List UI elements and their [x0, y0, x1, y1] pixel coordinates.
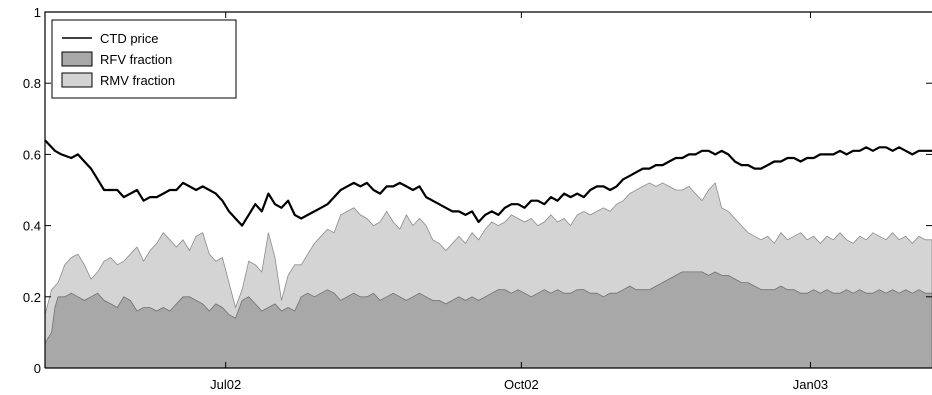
ctd-price-line	[44, 139, 932, 227]
y-axis: 0 0.2 0.4 0.6 0.8 1	[23, 5, 932, 376]
legend-label-rfv-fraction: RFV fraction	[100, 52, 172, 67]
y-tick-label: 0	[34, 361, 41, 376]
y-tick-label: 0.4	[23, 219, 41, 234]
legend-swatch-rmv-fraction	[61, 72, 93, 88]
x-tick-label: Oct02	[504, 377, 539, 392]
plot-area	[44, 11, 932, 369]
legend-label-ctd-price: CTD price	[100, 31, 159, 46]
y-tick-label: 0.8	[23, 76, 41, 91]
y-tick-label: 0.2	[23, 290, 41, 305]
rfv-fraction-area	[44, 271, 932, 369]
x-axis: Jul02 Oct02 Jan03	[210, 12, 828, 392]
legend: CTD price RFV fraction RMV fraction	[51, 19, 237, 99]
y-tick-label: 0.6	[23, 147, 41, 162]
legend-swatch-rfv-fraction	[61, 51, 93, 67]
x-tick-label: Jul02	[210, 377, 241, 392]
legend-label-rmv-fraction: RMV fraction	[100, 73, 175, 88]
y-tick-label: 1	[34, 5, 41, 20]
x-tick-label: Jan03	[793, 377, 828, 392]
